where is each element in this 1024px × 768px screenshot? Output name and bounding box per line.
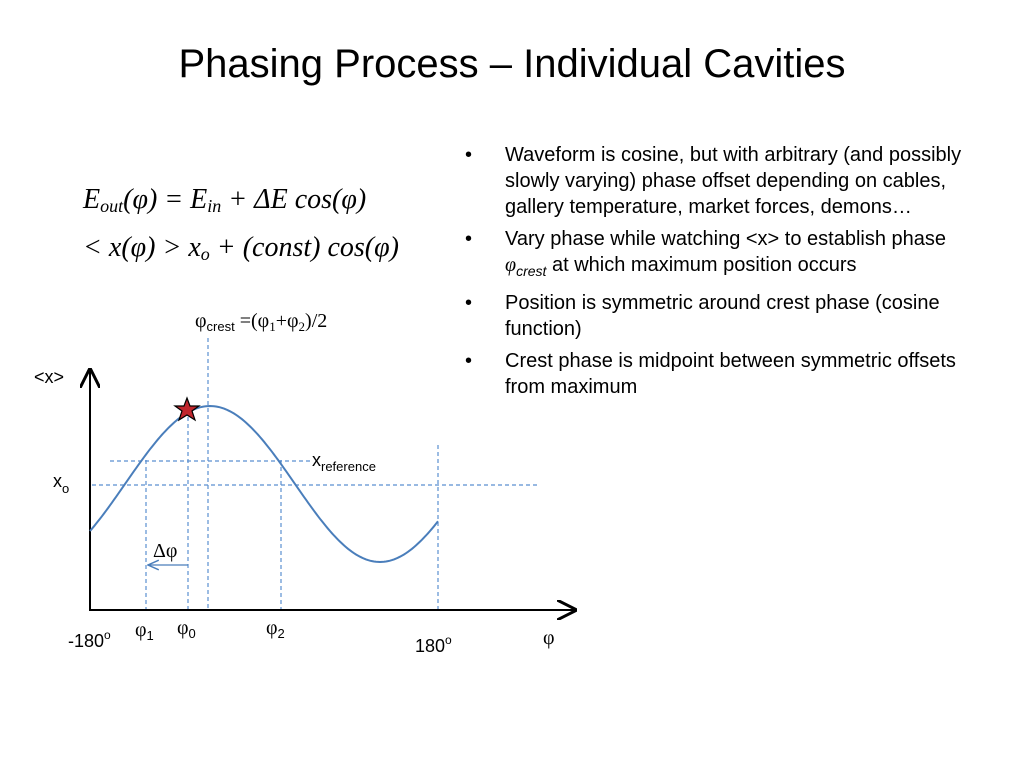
eq-part: < x(φ) > x <box>83 232 201 263</box>
label-sub: crest <box>207 319 236 334</box>
bullet-text: at which maximum position occurs <box>546 254 857 276</box>
bullet-text: Waveform is cosine, but with arbitrary (… <box>505 144 962 218</box>
label-sup: o <box>445 633 452 647</box>
bullet: Vary phase while watching <x> to establi… <box>465 226 985 284</box>
y-axis-label: <x> <box>34 367 64 387</box>
label-sub: 2 <box>299 319 306 334</box>
eq-sub: out <box>100 196 124 216</box>
x-max-label: 180o <box>415 633 452 656</box>
label-sub: o <box>62 481 69 496</box>
bullet: Waveform is cosine, but with arbitrary (… <box>465 142 985 220</box>
label-sup: o <box>104 628 111 642</box>
cosine-curve <box>89 404 439 564</box>
delta-phi-label: Δφ <box>153 540 177 562</box>
label-part: φ <box>177 617 189 639</box>
phi-0-label: φ0 <box>177 617 196 641</box>
phi: φ <box>505 254 517 276</box>
crest-star <box>173 396 201 422</box>
label-part: +φ <box>276 310 299 332</box>
bullet-text: Crest phase is midpoint between symmetri… <box>505 350 956 398</box>
label-sub: 2 <box>278 626 285 641</box>
label-part: φ <box>266 617 278 639</box>
label-part: x <box>53 471 62 491</box>
eq-sub: in <box>207 196 221 216</box>
label-sub: 1 <box>269 319 276 334</box>
phi-1-label: φ1 <box>135 619 154 643</box>
x-o-label: xo <box>53 471 69 496</box>
eq-part: (φ) = E <box>123 184 207 215</box>
label-part: =(φ <box>235 310 269 332</box>
equation: < x(φ) > xo + (const) cos(φ) <box>83 232 399 264</box>
label-part: )/2 <box>305 310 327 332</box>
eq-part: E <box>82 184 100 215</box>
x-min-label: -180o <box>68 628 111 651</box>
label-part: x <box>312 450 321 470</box>
dashed-guides <box>92 338 540 610</box>
label-part: φ <box>135 619 147 641</box>
equation: Eout(φ) = Ein + ΔE cos(φ) <box>82 184 366 216</box>
label-sub: 1 <box>147 628 154 643</box>
eq-part: + ΔE cos(φ) <box>221 184 366 215</box>
eq-sub: o <box>201 244 210 264</box>
x-axis-label: φ <box>543 627 555 649</box>
phi-2-label: φ2 <box>266 617 285 641</box>
subscript: crest <box>516 263 547 279</box>
bullet: Crest phase is midpoint between symmetri… <box>465 348 985 400</box>
bullet: Position is symmetric around crest phase… <box>465 290 985 342</box>
slide-title: Phasing Process – Individual Cavities <box>178 42 846 86</box>
label-part: φ <box>195 310 207 332</box>
bullet-list: Waveform is cosine, but with arbitrary (… <box>465 142 985 406</box>
label-part: 180 <box>415 636 445 656</box>
label-part: -180 <box>68 631 104 651</box>
bullet-text: Vary phase while watching <x> to establi… <box>505 228 947 250</box>
x-reference-label: xreference <box>312 450 376 474</box>
eq-part: + (const) cos(φ) <box>210 232 399 263</box>
crest-formula: φcrest =(φ1+φ2)/2 <box>195 310 327 334</box>
label-sub: 0 <box>189 626 196 641</box>
bullet-text: Position is symmetric around crest phase… <box>505 292 940 340</box>
label-sub: reference <box>321 459 376 474</box>
